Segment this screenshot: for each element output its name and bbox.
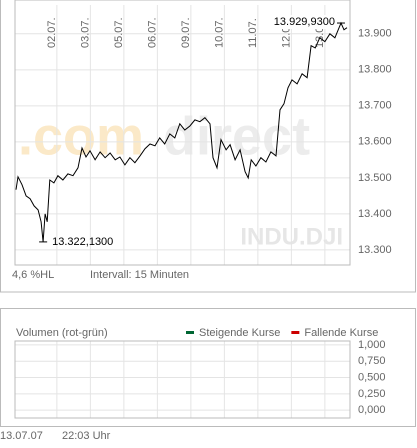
- y-tick-label: 13.400: [358, 208, 392, 220]
- x-tick-label: 03.07.: [79, 17, 91, 48]
- x-tick-label: 06.07.: [146, 17, 158, 48]
- interval-label: Intervall: 15 Minuten: [90, 269, 189, 281]
- legend-label: Steigende Kurse: [199, 327, 280, 339]
- volume-title: Volumen (rot-grün): [16, 327, 108, 339]
- range-label: 4,6 %HL: [12, 269, 54, 281]
- x-tick-label: 09.07.: [180, 17, 192, 48]
- y-tick-label: 13.600: [358, 136, 392, 148]
- y-tick-label: 0,750: [358, 355, 386, 367]
- time-label: 22:03 Uhr: [62, 430, 111, 442]
- x-tick-label: 05.07.: [113, 17, 125, 48]
- x-tick-label: 02.07.: [46, 17, 58, 48]
- y-tick-label: 0,250: [358, 388, 386, 400]
- x-tick-label: 11.07.: [247, 18, 259, 48]
- plot-frame: [14, 340, 351, 419]
- y-tick-label: 1,000: [358, 339, 386, 351]
- annotation-label: 13.322,1300: [52, 236, 113, 248]
- annotation-bg: [271, 15, 337, 30]
- y-tick-label: 13.500: [358, 172, 392, 184]
- y-tick-label: 0,500: [358, 371, 386, 383]
- y-tick-label: 13.300: [358, 244, 392, 256]
- bottom-panel-frame: [0, 308, 416, 427]
- x-tick-label: 10.07.: [213, 17, 225, 48]
- watermark-com: .com: [18, 106, 144, 166]
- annotation-label: 13.929,9300: [274, 16, 335, 28]
- top-panel-frame: [0, 0, 416, 293]
- legend-label: Fallende Kurse: [304, 327, 378, 339]
- legend-swatch: [291, 331, 300, 334]
- legend-swatch: [186, 331, 194, 334]
- date-label: 13.07.07: [0, 430, 43, 442]
- y-tick-label: 0,000: [358, 404, 386, 416]
- y-tick-label: 13.800: [358, 64, 392, 76]
- price-line: [15, 21, 348, 242]
- y-tick-label: 13.900: [358, 28, 392, 40]
- plot-frame: [14, 0, 351, 266]
- y-tick-label: 13.700: [358, 100, 392, 112]
